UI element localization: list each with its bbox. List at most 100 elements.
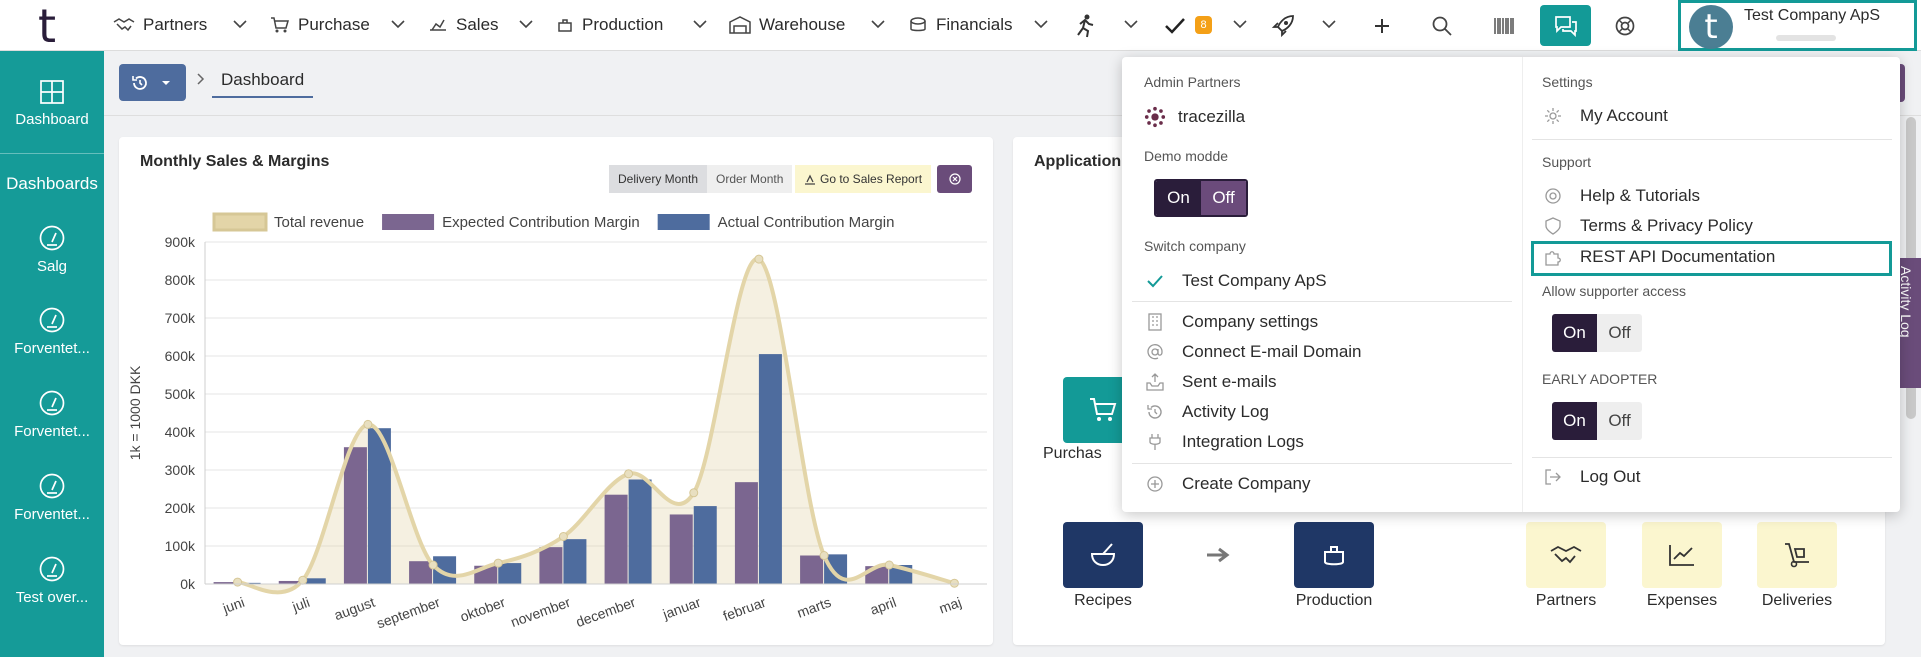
menu-item-log-out[interactable]: Log Out [1542, 466, 1641, 488]
menu-item-sent-emails[interactable]: Sent e-mails [1144, 371, 1276, 393]
handshake-icon [113, 18, 135, 32]
app-tile-recipes[interactable] [1063, 522, 1143, 588]
sidebar-item-test-over[interactable]: Test over... [0, 555, 104, 606]
chevron-down-icon[interactable] [1321, 16, 1337, 32]
sales-icon [430, 19, 446, 31]
menu-item-label: Sent e-mails [1182, 372, 1277, 391]
company-avatar: t [1689, 5, 1733, 49]
menu-item-company-settings[interactable]: Company settings [1144, 311, 1318, 333]
rest-api-highlight [1531, 241, 1892, 276]
history-button[interactable] [119, 64, 186, 101]
y-tick-label: 200k [165, 500, 196, 516]
chevron-down-icon[interactable] [1123, 16, 1139, 32]
gauge-icon [39, 473, 65, 499]
menu-heading-support: Support [1542, 154, 1592, 170]
chevron-down-icon[interactable] [692, 16, 708, 32]
bar-expected [604, 494, 628, 584]
chevron-down-icon[interactable] [1232, 16, 1248, 32]
chevron-down-icon[interactable] [1033, 16, 1049, 32]
company-account-menu[interactable]: t Test Company ApS [1678, 0, 1917, 51]
x-tick-label: juli [289, 594, 312, 615]
early-adopter-toggle[interactable]: On Off [1552, 402, 1642, 440]
bar-actual [498, 563, 522, 584]
supporter-access-on[interactable]: On [1552, 314, 1597, 352]
menu-item-help-tutorials[interactable]: Help & Tutorials [1542, 185, 1700, 207]
warehouse-icon [729, 16, 751, 34]
app-tile-production[interactable] [1294, 522, 1374, 588]
revenue-point [884, 560, 894, 570]
gauge-icon [39, 556, 65, 582]
toggle-order-month[interactable]: Order Month [707, 165, 793, 193]
tasks-check-icon[interactable] [1161, 12, 1189, 40]
app-tile-expenses[interactable] [1642, 522, 1722, 588]
y-tick-label: 900k [165, 234, 196, 250]
mortar-icon [1090, 543, 1116, 567]
history-icon [1144, 401, 1166, 423]
menu-item-tracezilla[interactable]: tracezilla [1144, 106, 1245, 128]
menu-item-activity-log[interactable]: Activity Log [1144, 401, 1269, 423]
plus-icon[interactable] [1368, 12, 1396, 40]
menu-item-integration-logs[interactable]: Integration Logs [1144, 431, 1304, 453]
menu-item-create-company[interactable]: Create Company [1144, 473, 1311, 495]
menu-separator [1532, 457, 1892, 458]
revenue-point [689, 488, 699, 498]
month-toggle: Delivery Month Order Month [609, 165, 793, 193]
breadcrumb-current[interactable]: Dashboard [212, 66, 314, 98]
menu-separator [1532, 139, 1892, 140]
search-icon[interactable] [1428, 12, 1456, 40]
sidebar-item-salg[interactable]: Salg [0, 224, 104, 275]
y-tick-label: 400k [165, 424, 196, 440]
nav-financials[interactable]: Financials [908, 10, 1013, 40]
sidebar-item-forventet-1[interactable]: Forventet... [0, 306, 104, 357]
close-circle-icon [948, 173, 961, 185]
logout-icon [1542, 466, 1564, 488]
menu-item-my-account[interactable]: My Account [1542, 105, 1668, 127]
sidebar-item-forventet-3[interactable]: Forventet... [0, 472, 104, 523]
menu-item-connect-email-domain[interactable]: Connect E-mail Domain [1144, 341, 1362, 363]
app-tile-deliveries[interactable] [1757, 522, 1837, 588]
sidebar-item-label: Forventet... [14, 506, 90, 523]
legend-label: Expected Contribution Margin [442, 214, 640, 231]
y-tick-label: 700k [165, 310, 196, 326]
x-tick-label: januar [660, 594, 703, 623]
demo-mode-toggle[interactable]: On Off [1154, 179, 1248, 217]
supporter-access-toggle[interactable]: On Off [1552, 314, 1642, 352]
barcode-icon[interactable] [1490, 12, 1518, 40]
chat-button[interactable] [1540, 5, 1591, 46]
menu-item-rest-api-docs[interactable]: REST API Documentation [1542, 246, 1775, 268]
runner-icon[interactable] [1071, 12, 1099, 40]
x-tick-label: marts [795, 594, 833, 621]
menu-item-terms-privacy[interactable]: Terms & Privacy Policy [1542, 215, 1753, 237]
menu-item-current-company[interactable]: Test Company ApS [1144, 270, 1327, 292]
chevron-down-icon[interactable] [390, 16, 406, 32]
toggle-delivery-month[interactable]: Delivery Month [609, 165, 708, 193]
app-logo[interactable]: t [38, 0, 57, 53]
app-tile-partners[interactable] [1526, 522, 1606, 588]
support-lifebuoy-icon[interactable] [1611, 12, 1639, 40]
early-adopter-off[interactable]: Off [1597, 402, 1642, 440]
early-adopter-on[interactable]: On [1552, 402, 1597, 440]
sales-report-button[interactable]: Go to Sales Report [795, 165, 932, 193]
nav-purchase[interactable]: Purchase [270, 10, 370, 40]
handshake-icon [1550, 545, 1582, 564]
nav-warehouse[interactable]: Warehouse [729, 10, 845, 40]
nav-sales[interactable]: Sales [428, 10, 499, 40]
nav-production[interactable]: Production [556, 10, 663, 40]
revenue-point [428, 560, 438, 570]
revenue-point [558, 532, 568, 541]
demo-mode-off[interactable]: Off [1201, 181, 1246, 215]
demo-mode-on[interactable]: On [1156, 181, 1201, 215]
chevron-down-icon[interactable] [232, 16, 248, 32]
chevron-down-icon[interactable] [870, 16, 886, 32]
nav-partners[interactable]: Partners [113, 10, 207, 40]
remove-chart-button[interactable] [937, 165, 972, 193]
sidebar-item-dashboard[interactable]: Dashboard [0, 79, 104, 128]
sidebar-item-label: Forventet... [14, 423, 90, 440]
gauge-icon [39, 225, 65, 251]
supporter-access-off[interactable]: Off [1597, 314, 1642, 352]
monthly-sales-card: Monthly Sales & Margins Delivery Month O… [119, 137, 993, 645]
rocket-icon[interactable] [1270, 12, 1298, 40]
chevron-down-icon[interactable] [518, 16, 534, 32]
y-tick-label: 800k [165, 272, 196, 288]
sidebar-item-forventet-2[interactable]: Forventet... [0, 389, 104, 440]
